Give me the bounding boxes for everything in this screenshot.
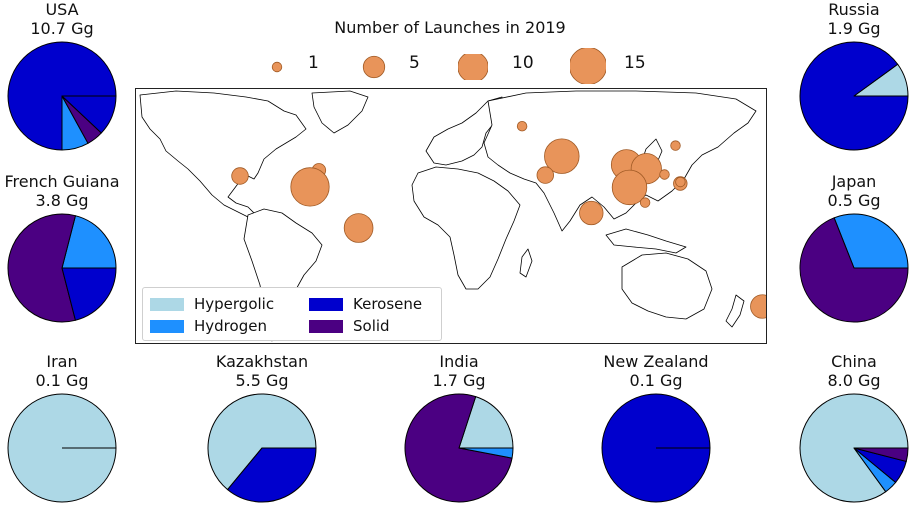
pie-total-label: 0.1 Gg (629, 371, 683, 390)
size-legend-label: 5 (409, 53, 420, 73)
fuel-legend-label: Hypergolic (194, 295, 275, 313)
size-legend-bubble (271, 61, 283, 73)
pie-slice-kerosene (61, 95, 117, 134)
pie-chart-japan (799, 213, 909, 323)
pie-total-label: 5.5 Gg (235, 371, 289, 390)
pie-country-label: New Zealand (603, 352, 709, 371)
size-legend-marker (271, 61, 283, 73)
pie-chart-kazakhstan (207, 393, 317, 503)
pie-india: India 1.7 Gg (397, 352, 521, 504)
pie-slice-hydrogen (833, 213, 909, 269)
launch-site-markers (231, 121, 766, 319)
launch-site-marker (544, 138, 580, 174)
pie-chart-india (404, 393, 514, 503)
pie-chart-russia (799, 41, 909, 151)
launch-site-marker (750, 294, 766, 319)
size-legend-bubble (569, 47, 607, 85)
pie-slice-solid (853, 447, 909, 462)
pie-country-label: Japan (831, 172, 877, 191)
size-legend-label: 10 (512, 53, 534, 73)
new-zealand-outline (725, 294, 745, 328)
greenland-outline (311, 90, 369, 134)
pie-country-label: India (439, 352, 479, 371)
fuel-swatch (309, 298, 343, 311)
size-legend-label: 1 (308, 53, 319, 73)
pie-kazakhstan: Kazakhstan 5.5 Gg (200, 352, 324, 504)
size-legend-bubble (362, 55, 386, 79)
pie-slice-hypergolic (207, 393, 317, 491)
pie-slice-kerosene (799, 41, 909, 151)
pie-slice-kerosene (61, 267, 117, 321)
pie-chart-new-zealand (601, 393, 711, 503)
pie-slice-hydrogen (458, 447, 514, 459)
pie-total-label: 10.7 Gg (30, 19, 94, 38)
size-legend-item: 10 (457, 51, 534, 83)
pie-slice-kerosene (227, 447, 317, 503)
size-legend-marker (362, 55, 386, 79)
pie-total-label: 3.8 Gg (35, 191, 89, 210)
pie-country-label: Russia (828, 0, 880, 19)
pie-total-label: 8.0 Gg (827, 371, 881, 390)
pie-slice-hypergolic (458, 396, 514, 449)
world-map-canvas (139, 90, 766, 342)
pie-french-guiana: French Guiana 3.8 Gg (0, 172, 124, 324)
pie-slice-solid (7, 213, 76, 323)
pie-total-label: 1.9 Gg (827, 19, 881, 38)
launch-site-marker (659, 169, 670, 180)
size-legend-item: 1 (262, 53, 319, 80)
size-legend-item: 15 (569, 47, 646, 85)
australia-outline (621, 252, 713, 320)
pie-chart-iran (7, 393, 117, 503)
launch-site-marker (639, 197, 651, 208)
pie-country-label: French Guiana (4, 172, 120, 191)
launch-site-marker (343, 213, 374, 243)
launch-site-marker (516, 121, 528, 132)
fuel-type-legend: Hypergolic Kerosene Hydrogen Solid (142, 287, 442, 341)
pie-russia: Russia 1.9 Gg (792, 0, 914, 152)
fuel-legend-label: Kerosene (353, 295, 423, 313)
pie-country-label: China (831, 352, 877, 371)
pie-chart-china (799, 393, 909, 503)
africa-outline (411, 166, 521, 290)
southeast-asia-islands-outline (605, 228, 687, 254)
pie-total-label: 0.1 Gg (35, 371, 89, 390)
pie-country-label: Iran (46, 352, 78, 371)
pie-total-label: 0.5 Gg (827, 191, 881, 210)
pie-japan: Japan 0.5 Gg (792, 172, 914, 324)
size-legend-item: 5 (359, 53, 420, 80)
launch-site-marker (290, 167, 330, 207)
pie-country-label: USA (45, 0, 79, 19)
launch-site-marker (231, 167, 249, 185)
launch-site-marker (611, 169, 648, 206)
fuel-swatch (309, 320, 343, 333)
pie-total-label: 1.7 Gg (432, 371, 486, 390)
pie-slice-solid (799, 217, 909, 323)
size-legend-marker (569, 47, 607, 85)
pie-slice-hydrogen (61, 215, 117, 269)
fuel-legend-label: Solid (353, 317, 390, 335)
size-legend-bubble (457, 51, 489, 83)
pie-usa: USA 10.7 Gg (0, 0, 124, 152)
pie-china: China 8.0 Gg (792, 352, 914, 504)
north-america-outline (139, 90, 307, 218)
fuel-swatch (150, 320, 184, 333)
launch-site-marker (670, 140, 681, 151)
pie-chart-french-guiana (7, 213, 117, 323)
launch-site-marker (536, 166, 555, 184)
pie-chart-usa (7, 41, 117, 151)
launch-size-legend: Number of Launches in 2019 1 5 10 15 (262, 14, 662, 85)
size-legend-title: Number of Launches in 2019 (334, 18, 566, 37)
madagascar-outline (519, 248, 533, 278)
size-legend-label: 15 (624, 53, 646, 73)
world-map (135, 88, 767, 344)
pie-new-zealand: New Zealand 0.1 Gg (594, 352, 718, 504)
fuel-legend-label: Hydrogen (194, 317, 267, 335)
size-legend-marker (457, 51, 489, 83)
pie-iran: Iran 0.1 Gg (0, 352, 124, 504)
launch-site-marker (675, 176, 686, 188)
fuel-swatch (150, 298, 184, 311)
launch-site-marker (579, 200, 604, 226)
pie-country-label: Kazakhstan (215, 352, 309, 371)
